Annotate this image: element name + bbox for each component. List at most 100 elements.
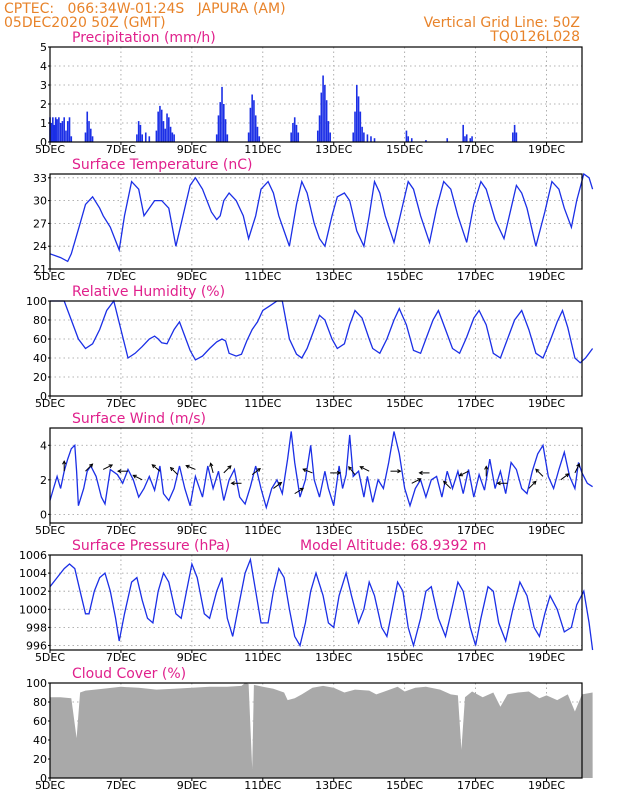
y-tick-label: 27	[33, 217, 47, 230]
precip-bar	[136, 134, 138, 142]
precip-bar	[256, 126, 259, 142]
precip-bar	[141, 134, 144, 142]
wind-arrow	[302, 468, 313, 474]
x-tick-label: 11DEC	[244, 524, 281, 537]
precip-bar	[54, 117, 57, 142]
precip-bar	[407, 136, 410, 142]
x-tick-label: 9DEC	[177, 524, 207, 537]
rh-panel: 0 20 40 60 80 100 5DEC 7DEC 9DEC 11DEC 13DEC 15DEC 1…	[26, 284, 594, 410]
precip-bar	[217, 115, 220, 142]
x-tick-label: 13DEC	[315, 270, 352, 283]
precip-bar	[316, 130, 319, 142]
wind-arrow	[535, 468, 544, 477]
precip-panel: 0 1 2 3 4 5 5DEC 7DEC 9DEC 11DEC 13DEC 15DEC 17DEC 19…	[35, 30, 583, 156]
y-tick-label: 60	[33, 715, 47, 728]
precip-bar	[249, 107, 252, 142]
precip-bar	[425, 140, 427, 142]
wind-arrow-head	[256, 468, 261, 473]
precip-bar	[446, 138, 449, 142]
precip-bar	[58, 117, 60, 142]
temp-panel: 21 24 27 30 33 5DEC 7DEC 9DEC 11DEC 13DEC 15DEC 17D…	[33, 157, 594, 283]
wind-arrow	[273, 482, 282, 489]
precip-bar	[258, 136, 261, 142]
precip-bar	[361, 126, 363, 142]
x-tick-label: 13DEC	[315, 524, 352, 537]
wind-arrow-head	[185, 464, 190, 469]
precip-bar	[352, 132, 355, 142]
precip-bar	[370, 136, 372, 142]
wind-arrow-head	[458, 472, 464, 477]
wind-grid	[50, 428, 582, 523]
header: CPTEC: 066:34W-01:24S JAPURA (AM) 05DEC2…	[4, 1, 580, 45]
x-tick-label: 11DEC	[244, 397, 281, 410]
wind-arrow	[170, 467, 179, 475]
y-tick-label: 1004	[19, 567, 47, 580]
wind-arrow-head	[418, 470, 423, 476]
precip-bar	[91, 136, 94, 142]
y-tick-label: 2	[40, 98, 47, 111]
x-tick-label: 15DEC	[386, 270, 423, 283]
cloud-frame	[49, 682, 583, 779]
rh-series-line	[50, 299, 594, 364]
x-tick-label: 17DEC	[457, 270, 494, 283]
wind-arrow-head	[496, 481, 501, 486]
y-tick-label: 998	[26, 621, 47, 634]
x-tick-label: 17DEC	[457, 397, 494, 410]
wind-arrow-head	[576, 463, 581, 468]
x-tick-label: 19DEC	[528, 397, 565, 410]
wind-arrow	[348, 466, 356, 475]
wind-arrow-head	[484, 465, 489, 470]
y-tick-label: 0	[40, 508, 47, 521]
precip-bar	[293, 117, 296, 142]
precip-bar	[324, 85, 326, 142]
precip-bar	[65, 130, 67, 142]
wind-arrow-head	[299, 487, 305, 492]
precip-bar	[247, 132, 250, 142]
cloud-cover-area	[50, 683, 593, 778]
precip-frame	[49, 46, 583, 143]
x-tick-label: 13DEC	[315, 651, 352, 664]
x-tick-label: 11DEC	[244, 143, 281, 156]
y-tick-label: 60	[33, 333, 47, 346]
y-tick-label: 0	[40, 136, 47, 149]
precip-bar	[405, 130, 408, 142]
x-tick-label: 11DEC	[244, 651, 281, 664]
y-tick-label: 80	[33, 696, 47, 709]
pres-title: Surface Pressure (hPa)	[72, 538, 230, 554]
wind-arrow	[151, 464, 161, 472]
wind-arrow-head	[359, 466, 364, 470]
precip-bar	[84, 132, 87, 142]
precip-bar	[327, 121, 330, 142]
wind-arrow-head	[277, 481, 283, 486]
wind-panel: 0 2 4 5DEC 7DEC 9DEC 11DEC 13DEC 15DEC 17DEC 19DEC…	[35, 411, 593, 537]
precip-bar	[86, 111, 89, 142]
precip-bar	[464, 136, 466, 142]
wind-arrow-head	[417, 478, 422, 482]
x-tick-label: 7DEC	[106, 397, 136, 410]
precip-bar	[148, 136, 151, 142]
y-tick-label: 996	[26, 639, 47, 652]
model-altitude-label: Model Altitude: 68.9392 m	[300, 538, 486, 554]
precip-bar	[224, 119, 227, 142]
x-tick-label: 5DEC	[35, 651, 65, 664]
precip-bar	[471, 136, 473, 142]
wind-arrow	[459, 470, 469, 477]
y-tick-label: 24	[33, 240, 47, 253]
x-tick-label: 17DEC	[457, 779, 494, 792]
wind-arrow-head	[397, 469, 402, 474]
precip-bar	[59, 123, 62, 142]
x-tick-label: 7DEC	[106, 143, 136, 156]
precip-bar	[329, 132, 331, 142]
rh-frame	[49, 300, 583, 397]
x-tick-label: 9DEC	[177, 651, 207, 664]
wind-arrow-head	[89, 463, 94, 468]
wind-arrow	[185, 465, 196, 470]
rh-title: Relative Humidity (%)	[72, 284, 225, 300]
precip-bar	[173, 134, 175, 142]
x-tick-label: 13DEC	[315, 143, 352, 156]
wind-arrow	[443, 481, 452, 489]
precip-bar	[318, 115, 321, 142]
y-tick-label: 100	[26, 295, 47, 308]
precip-bar	[363, 132, 365, 142]
y-tick-label: 2	[40, 474, 47, 487]
